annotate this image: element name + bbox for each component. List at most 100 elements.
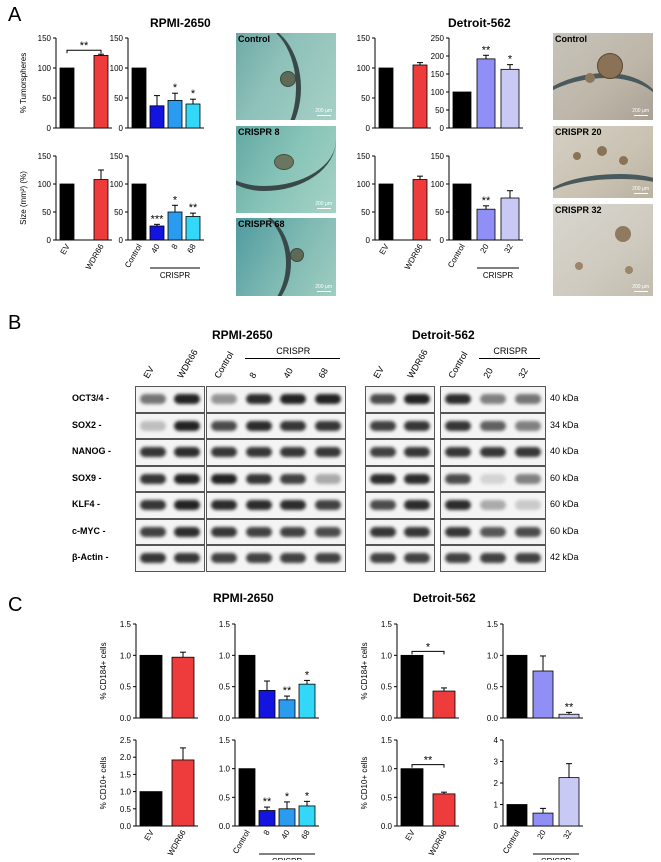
blot-band <box>445 500 472 511</box>
y-tick-label: 1.5 <box>487 620 499 629</box>
y-tick-label: 0.0 <box>219 822 231 831</box>
bar <box>558 713 580 719</box>
y-tick-label: 0.5 <box>219 793 231 802</box>
chart-a1: 0 50 100 150 % Tumorspheres ** <box>19 34 112 133</box>
significance-label: * <box>305 669 310 681</box>
panel-c-title-detroit: Detroit-562 <box>413 591 476 605</box>
y-tick-label: 1.5 <box>120 620 132 629</box>
blot-band <box>480 420 506 431</box>
sphere <box>597 53 623 79</box>
blot-band <box>211 500 238 511</box>
blot-band <box>174 473 200 484</box>
significance-label: ** <box>80 40 89 52</box>
y-tick-label: 0 <box>366 236 371 245</box>
photo-label: CRISPR 32 <box>555 205 602 215</box>
y-tick-label: 0.5 <box>219 683 231 692</box>
blot-strip <box>206 492 346 519</box>
blot-band <box>404 553 430 564</box>
blot-row-label: β-Actin - <box>72 552 109 562</box>
blot-band <box>245 447 272 458</box>
y-tick-label: 1.5 <box>120 770 132 779</box>
blot-lane-label: WDR66 <box>175 347 200 380</box>
bar <box>412 179 428 241</box>
blot-band <box>370 420 396 431</box>
chart-c6: 0.0 0.5 1.0 1.5 Control ** 8 * 40 * 68 CRISPR <box>219 736 319 860</box>
blot-band <box>514 394 541 405</box>
significance-label: ** <box>283 685 292 697</box>
blot-band <box>445 447 472 458</box>
scale-bar: 200 µm <box>315 201 332 207</box>
blot-row-label: NANOG - <box>72 446 111 456</box>
y-tick-label: 100 <box>38 64 52 73</box>
bar <box>258 690 276 719</box>
x-tick-label: 20 <box>478 242 491 255</box>
y-tick-label: 50 <box>114 94 123 103</box>
blot-band <box>280 526 307 537</box>
sphere <box>575 262 583 270</box>
y-axis-label: % CD184+ cells <box>360 642 369 699</box>
y-tick-label: 0.0 <box>120 822 132 831</box>
blot-band <box>480 526 506 537</box>
blot-band <box>211 394 238 405</box>
significance-label: ** <box>424 755 433 767</box>
blot-band <box>314 394 341 405</box>
y-tick-label: 100 <box>38 180 52 189</box>
blot-lane-label: 20 <box>481 366 496 380</box>
bar <box>131 183 147 241</box>
bar <box>93 179 109 241</box>
blot-kda-label: 40 kDa <box>550 446 579 456</box>
y-tick-label: 150 <box>38 34 52 43</box>
blot-band <box>370 526 396 537</box>
bar <box>298 805 316 827</box>
blot-row-label: SOX2 - <box>72 419 102 430</box>
y-tick-label: 1.5 <box>219 736 231 745</box>
y-tick-label: 0.5 <box>381 683 393 692</box>
x-tick-label: 40 <box>149 242 162 255</box>
blot-strip <box>365 439 435 466</box>
scale-bar: 200 µm <box>632 284 649 290</box>
blot-kda-label: 60 kDa <box>550 525 579 536</box>
scale-bar: 200 µm <box>632 186 649 192</box>
y-tick-label: 0 <box>119 124 124 133</box>
y-tick-label: 100 <box>357 180 371 189</box>
bar <box>167 100 183 129</box>
scale-bar: 200 µm <box>315 108 332 114</box>
blot-band <box>480 500 506 511</box>
bar <box>93 54 109 129</box>
bar <box>149 225 165 241</box>
bar <box>432 793 456 827</box>
y-tick-label: 0 <box>366 124 371 133</box>
blot-strip <box>135 465 205 492</box>
blot-band <box>140 420 166 431</box>
blot-band <box>245 473 272 484</box>
blot-band <box>314 473 341 484</box>
blot-band <box>280 447 307 458</box>
x-tick-label: EV <box>378 242 391 256</box>
blot-band <box>174 553 200 564</box>
bar <box>238 768 256 827</box>
y-tick-label: 0.5 <box>487 683 499 692</box>
scale-bar: 200 µm <box>315 284 332 290</box>
bar <box>278 699 296 719</box>
y-tick-label: 0.0 <box>120 714 132 723</box>
significance-label: * <box>305 790 310 802</box>
y-tick-label: 100 <box>431 88 445 97</box>
x-tick-label: 8 <box>170 242 180 251</box>
y-tick-label: 0.0 <box>219 714 231 723</box>
blot-strip <box>135 545 205 572</box>
bar <box>378 183 394 241</box>
y-tick-label: 1.0 <box>487 651 499 660</box>
blot-band <box>280 553 307 564</box>
blot-band <box>140 500 166 511</box>
y-tick-label: 50 <box>114 208 123 217</box>
x-tick-label: 68 <box>185 242 198 255</box>
bar <box>452 91 472 129</box>
y-tick-label: 1.0 <box>219 651 231 660</box>
blot-group-label: CRISPR <box>276 346 311 356</box>
chart-c4: 0.0 0.5 1.0 1.5 ** <box>487 620 583 723</box>
y-tick-label: 50 <box>435 106 444 115</box>
well-edge <box>236 33 301 120</box>
well-edge <box>553 174 653 198</box>
bar <box>476 208 496 241</box>
